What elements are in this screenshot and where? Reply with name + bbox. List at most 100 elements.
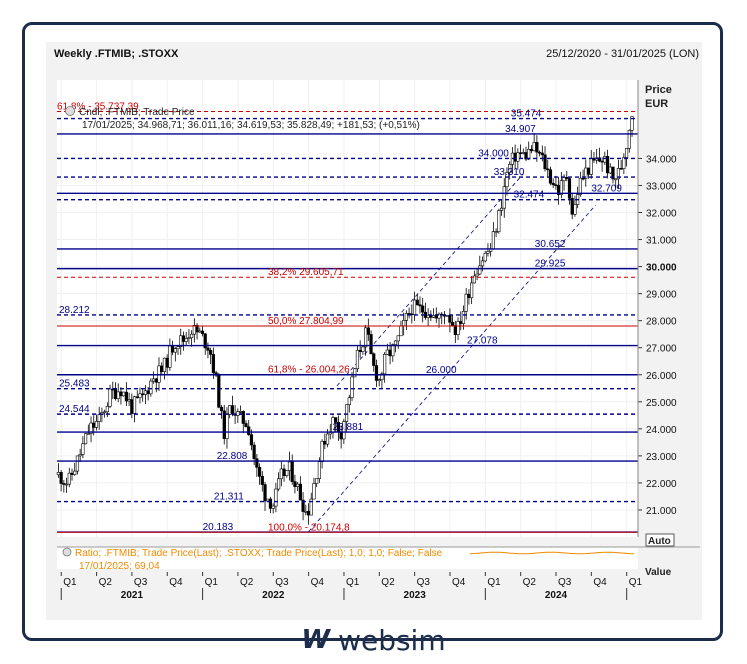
candle-body [97, 414, 101, 422]
level-label: 28.212 [59, 305, 90, 316]
level-label: 23.881 [333, 422, 364, 433]
candle-body [404, 313, 408, 321]
candle-body [176, 346, 180, 349]
x-year-label: 2021 [121, 590, 144, 601]
candle-body [434, 315, 438, 319]
candle-body [475, 273, 479, 277]
value-axis-label: Value [645, 567, 672, 578]
x-tick-label: Q1 [205, 577, 219, 588]
candle-body [228, 405, 232, 415]
candle-body [252, 444, 256, 459]
candle-body [304, 510, 308, 513]
candle-body [290, 461, 294, 482]
candle-body [486, 251, 490, 254]
y-tick-label: 34.000 [646, 154, 677, 165]
candle-body [499, 207, 504, 211]
candle-body [385, 349, 389, 355]
candle-body [470, 282, 474, 299]
y-tick-label: 33.000 [646, 181, 677, 192]
auto-button-label: Auto [648, 536, 671, 547]
candle-body [342, 421, 346, 440]
level-label: 61,8% - 35.737,39 [57, 101, 139, 112]
candle-body [344, 404, 349, 422]
candle-body [600, 160, 604, 163]
candle-body [614, 178, 618, 181]
candle-body [605, 156, 610, 174]
websim-mark-icon: W [301, 625, 331, 655]
candle-body [206, 347, 210, 351]
level-label: 30.652 [535, 239, 566, 250]
legend-line-2: 17/01/2025; 34.968,71; 36.011,16; 34.619… [82, 120, 420, 131]
candle-body [437, 313, 441, 319]
candle-body [624, 148, 629, 158]
date-range: 25/12/2020 - 31/01/2025 (LON) [546, 48, 699, 60]
candle-body [317, 461, 321, 479]
level-label: 38,2% 29.605,71 [268, 267, 344, 278]
candle-body [529, 148, 534, 152]
level-label: 26.000 [426, 365, 457, 376]
candle-body [562, 177, 566, 182]
x-tick-label: Q4 [593, 577, 607, 588]
candle-body [589, 157, 593, 175]
candle-body [83, 433, 88, 445]
y-tick-label: 27.000 [646, 344, 677, 355]
candle-body [247, 426, 251, 435]
channel-upper [336, 173, 524, 387]
x-tick-label: Q3 [417, 577, 431, 588]
candle-body [301, 499, 305, 512]
candle-body [431, 315, 436, 318]
candle-body [415, 299, 419, 306]
candle-body [532, 141, 536, 152]
candle-body [450, 322, 455, 326]
candle-body [249, 434, 254, 446]
ratio-series-line [469, 551, 635, 555]
candle-body [149, 380, 153, 395]
candle-body [361, 346, 365, 352]
level-label: 27.078 [467, 336, 498, 347]
candle-body [527, 148, 531, 160]
candle-body [603, 156, 607, 163]
candle-body [502, 186, 506, 209]
candle-body [412, 299, 417, 316]
candle-body [369, 334, 373, 355]
candle-body [559, 180, 563, 195]
candle-body [586, 167, 591, 175]
x-tick-label: Q1 [346, 577, 360, 588]
candle-body [380, 373, 384, 380]
candle-body [353, 368, 357, 378]
candle-body [323, 440, 327, 445]
y-tick-label: 29.000 [646, 290, 677, 301]
candle-body [565, 177, 569, 179]
y-tick-label: 23.000 [646, 452, 677, 463]
candle-body [266, 498, 270, 502]
candle-body [236, 411, 240, 416]
x-tick-label: Q4 [311, 577, 325, 588]
candle-body [581, 177, 585, 180]
candle-body [391, 344, 395, 357]
candle-body [130, 399, 134, 414]
candle-body [200, 330, 205, 335]
candle-body [162, 357, 167, 373]
candle-body [274, 488, 278, 507]
candle-body [347, 397, 351, 405]
candle-body [540, 152, 544, 156]
candle-body [445, 315, 449, 317]
candle-body [483, 252, 487, 262]
candle-body [554, 184, 558, 187]
price-axis-label: Price [645, 84, 672, 96]
x-year-label: 2022 [262, 590, 285, 601]
y-tick-label: 25.000 [646, 398, 677, 409]
candle-body [513, 152, 517, 162]
candle-body [516, 152, 520, 162]
candle-body [622, 157, 626, 169]
candle-body [287, 461, 292, 471]
candle-body [279, 468, 283, 480]
level-label: 34.000 [478, 148, 509, 159]
level-label: 61,8% - 26.004,26 [268, 365, 350, 376]
plot-area [57, 80, 638, 537]
candle-body [263, 484, 267, 502]
x-tick-label: Q3 [275, 577, 289, 588]
candle-body [56, 472, 61, 476]
candle-body [62, 483, 66, 485]
